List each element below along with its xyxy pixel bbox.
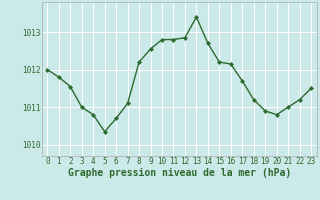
X-axis label: Graphe pression niveau de la mer (hPa): Graphe pression niveau de la mer (hPa) xyxy=(68,168,291,178)
